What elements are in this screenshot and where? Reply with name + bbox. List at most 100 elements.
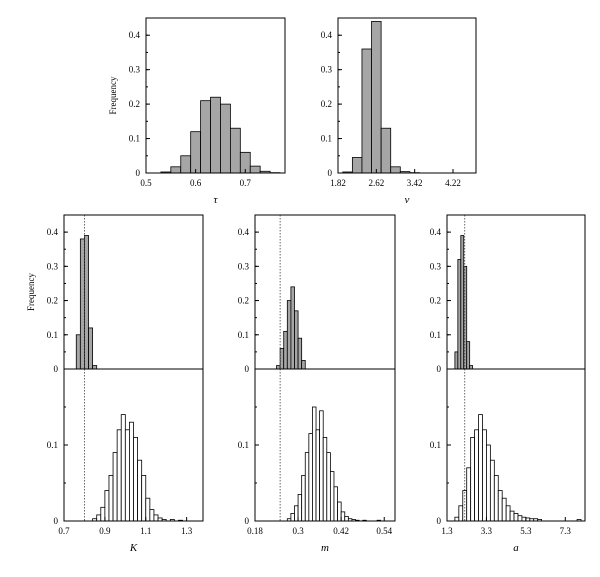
y-tick-label: 0 [54, 516, 59, 526]
y-tick-label: 0.1 [238, 330, 249, 340]
histogram-bar [180, 155, 192, 174]
histogram-bar [458, 505, 464, 522]
y-tick-label: 0.1 [47, 440, 58, 450]
histogram-bar [308, 433, 313, 522]
histogram-bar [380, 127, 392, 174]
y-tick-label: 0.4 [238, 227, 250, 237]
histogram-bar [319, 410, 324, 522]
y-tick-label: 0.4 [321, 30, 333, 40]
histogram-panel-a-6: 0 0.1 0.2 0.3 0.4 [430, 214, 586, 374]
histogram-bar [301, 360, 306, 370]
histogram-bar [322, 436, 328, 522]
histogram-bar [137, 459, 143, 522]
y-tick-label: 0.3 [238, 261, 250, 271]
x-tick-label: 0.9 [99, 526, 111, 536]
histogram-bar [153, 514, 159, 522]
histogram-bar [304, 452, 310, 522]
histogram-bar [286, 300, 292, 370]
histogram-panel-m-5: 0 0.1 0.18 0.3 0.42 0.54 m [238, 368, 396, 554]
histogram-bar [279, 348, 285, 370]
histogram-bar [112, 452, 118, 522]
histogram-panel-ν-1: 0 0.1 0.2 0.3 0.4 1.82 2.62 3.42 4.22 ν [321, 17, 477, 206]
x-tick-label: 0.6 [190, 178, 202, 188]
histogram-bar [108, 474, 114, 522]
x-axis-label: m [321, 542, 329, 554]
y-tick-label: 0.2 [321, 99, 332, 109]
histogram-bar [478, 414, 483, 522]
x-tick-label: 0.54 [376, 526, 392, 536]
histogram-bar [312, 406, 317, 522]
y-tick-label: 0 [328, 168, 333, 178]
histogram-bar [463, 265, 468, 370]
histogram-bar [474, 429, 479, 522]
histogram-bar [129, 421, 134, 522]
y-tick-label: 0 [437, 516, 442, 526]
histogram-bar [200, 100, 211, 174]
x-tick-label: 0.5 [140, 178, 152, 188]
histogram-bar [329, 471, 335, 522]
x-tick-label: 3.42 [407, 178, 423, 188]
histogram-bar [124, 429, 130, 522]
x-tick-label: 1.82 [330, 178, 346, 188]
histogram-bar [141, 474, 147, 522]
histogram-panel-K-3: 0 0.1 0.7 0.9 1.1 1.3 K [47, 368, 204, 554]
histogram-bar [517, 515, 523, 522]
x-axis-label: a [513, 542, 519, 554]
x-tick-label: 1.1 [140, 526, 151, 536]
histogram-panel-τ-0: 0 0.1 0.2 0.3 0.4 Frequency 0.5 0.6 0.7 τ [108, 17, 286, 206]
histogram-bar [344, 516, 349, 522]
histogram-bar [466, 467, 472, 522]
histogram-bar [290, 513, 295, 522]
x-tick-label: 0.7 [240, 178, 252, 188]
histogram-bar [276, 365, 281, 370]
y-tick-label: 0.1 [321, 134, 332, 144]
histogram-bar [521, 516, 527, 522]
histogram-bar [290, 286, 295, 370]
histogram-bar [390, 166, 401, 174]
histogram-bar [497, 490, 503, 522]
histogram-panel-K-2: 0 0.1 0.2 0.3 0.4 Frequency [26, 214, 204, 374]
histogram-bar [501, 497, 507, 522]
x-tick-label: 0.18 [247, 526, 263, 536]
y-tick-label: 0.2 [129, 99, 140, 109]
y-axis-label: Frequency [108, 76, 118, 114]
histogram-bar [249, 165, 261, 174]
y-tick-label: 0 [437, 364, 442, 374]
x-tick-label: 7.3 [560, 526, 572, 536]
y-tick-label: 0.2 [238, 296, 249, 306]
y-tick-label: 0.2 [47, 296, 58, 306]
y-tick-label: 0.1 [430, 330, 441, 340]
histogram-bar [460, 235, 465, 370]
histogram-bar [470, 436, 475, 522]
x-tick-label: 0.3 [292, 526, 304, 536]
plot-frame [337, 17, 477, 174]
histogram-bar [337, 501, 342, 522]
histogram-bar [149, 509, 155, 522]
histogram-bar [361, 48, 372, 174]
y-tick-label: 0.4 [430, 227, 442, 237]
y-tick-label: 0 [245, 364, 250, 374]
x-tick-label: 4.22 [445, 178, 461, 188]
y-tick-label: 0.1 [430, 440, 441, 450]
y-tick-label: 0.4 [47, 227, 59, 237]
histogram-bar [104, 490, 110, 522]
histogram-bar [283, 330, 288, 370]
histogram-bar [297, 337, 303, 370]
histogram-bar [92, 365, 98, 370]
histogram-bar [229, 127, 241, 174]
y-tick-label: 0.3 [321, 65, 333, 75]
x-axis-label: K [129, 542, 138, 554]
y-tick-label: 0.3 [129, 65, 141, 75]
histogram-bar [326, 452, 331, 522]
histogram-bar [482, 429, 487, 522]
histogram-bar [513, 513, 519, 522]
histogram-panel-m-4: 0 0.1 0.2 0.3 0.4 [238, 214, 396, 374]
plot-frame [254, 214, 396, 370]
histogram-bar [79, 238, 85, 370]
histogram-bar [466, 341, 471, 370]
x-tick-label: 5.3 [520, 526, 532, 536]
histogram-bar [220, 103, 231, 174]
x-axis-label: ν [405, 194, 410, 206]
histogram-bar [210, 96, 221, 174]
